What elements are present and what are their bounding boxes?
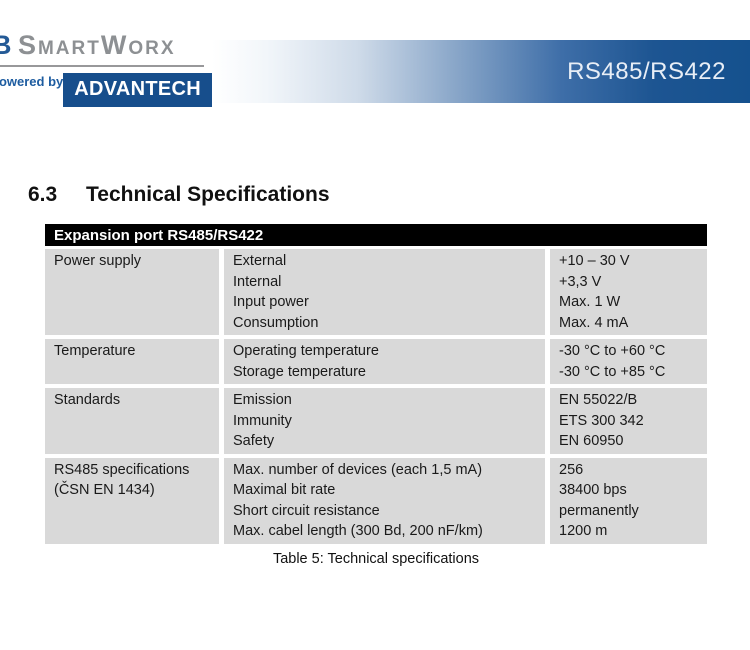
table-row: Power supply External Internal Input power C… bbox=[45, 249, 707, 335]
spec-params-cell: Max. number of devices (each 1,5 mA) Maxi… bbox=[224, 457, 545, 544]
cell-line: Consumption bbox=[233, 314, 319, 331]
cell-line: EN 55022/B bbox=[559, 392, 638, 408]
cell-line: Operating temperature bbox=[233, 343, 379, 359]
cell-line: (ČSN EN 1434) bbox=[54, 482, 155, 498]
table-row: RS485 specifications (ČSN EN 1434) Max. nu… bbox=[45, 457, 707, 544]
spec-category-cell: RS485 specifications (ČSN EN 1434) bbox=[45, 457, 219, 544]
header-banner: RS485/RS422 bbox=[212, 40, 750, 103]
table-caption: Table 5: Technical specifications bbox=[272, 550, 480, 567]
spec-values-cell: +10 – 30 V +3,3 V Max. 1 W Max. 4 mA bbox=[550, 249, 707, 335]
spec-table: Expansion port RS485/RS422 Power supply E… bbox=[45, 224, 707, 567]
cell-line: +10 – 30 V bbox=[559, 253, 630, 269]
section-heading: 6.3 Technical Specifications bbox=[28, 183, 330, 207]
spec-values-cell: 256 38400 bps permanently 1200 m bbox=[550, 457, 707, 544]
table-body: Power supply External Internal Input power C… bbox=[45, 249, 707, 544]
cell-line: Storage temperature bbox=[233, 363, 366, 380]
logo-smartworx-text: SmartWorx bbox=[17, 30, 176, 60]
bb-smartworx-logo: B SmartWorx powered by ADVANTECH bbox=[0, 30, 213, 107]
cell-line: Power supply bbox=[54, 253, 142, 269]
advantech-logo: ADVANTECH bbox=[63, 73, 213, 107]
spec-params-cell: Operating temperature Storage temperature bbox=[224, 339, 545, 384]
table-header: Expansion port RS485/RS422 bbox=[45, 224, 707, 246]
powered-by-label: powered by bbox=[0, 74, 64, 89]
logo-divider bbox=[0, 65, 204, 67]
spec-category-cell: Power supply bbox=[45, 249, 219, 335]
spec-category-cell: Standards bbox=[45, 388, 219, 454]
powered-by-row: powered by ADVANTECH bbox=[0, 73, 213, 107]
table-row: Standards Emission Immunity Safety EN 55022/… bbox=[45, 388, 707, 454]
cell-line: Temperature bbox=[54, 343, 136, 359]
cell-line: 256 bbox=[559, 461, 584, 478]
cell-line: Short circuit resistance bbox=[233, 502, 380, 519]
cell-line: permanently bbox=[559, 502, 639, 519]
cell-line: Max. 4 mA bbox=[559, 314, 629, 331]
cell-line: 38400 bps bbox=[559, 482, 627, 498]
cell-line: Maximal bit rate bbox=[233, 482, 336, 498]
cell-line: -30 °C to +85 °C bbox=[559, 363, 666, 380]
cell-line: RS485 specifications bbox=[54, 461, 190, 478]
cell-line: Standards bbox=[54, 392, 121, 408]
cell-line: Immunity bbox=[233, 412, 292, 429]
spec-values-cell: -30 °C to +60 °C -30 °C to +85 °C bbox=[550, 339, 707, 384]
brand-line: B SmartWorx bbox=[0, 30, 204, 62]
spec-category-cell: Temperature bbox=[45, 339, 219, 384]
cell-line: Internal bbox=[233, 273, 282, 290]
section-number: 6.3 bbox=[28, 183, 58, 206]
spec-values-cell: EN 55022/B ETS 300 342 EN 60950 bbox=[550, 388, 707, 454]
banner-title: RS485/RS422 bbox=[567, 57, 726, 85]
cell-line: External bbox=[233, 253, 287, 269]
table-row: Temperature Operating temperature Storage … bbox=[45, 339, 707, 384]
cell-line: ETS 300 342 bbox=[559, 412, 644, 429]
cell-line: Input power bbox=[233, 294, 309, 310]
section-title: Technical Specifications bbox=[86, 183, 330, 206]
spec-params-cell: Emission Immunity Safety bbox=[224, 388, 545, 454]
cell-line: -30 °C to +60 °C bbox=[559, 343, 666, 359]
cell-line: Max. cabel length (300 Bd, 200 nF/km) bbox=[233, 523, 483, 539]
logo-letter-b: B bbox=[0, 30, 12, 60]
cell-line: Safety bbox=[233, 433, 275, 449]
cell-line: 1200 m bbox=[559, 523, 608, 539]
cell-line: Max. number of devices (each 1,5 mA) bbox=[233, 461, 483, 478]
cell-line: Max. 1 W bbox=[559, 294, 621, 310]
cell-line: EN 60950 bbox=[559, 433, 624, 449]
spec-params-cell: External Internal Input power Consumption bbox=[224, 249, 545, 335]
cell-line: +3,3 V bbox=[559, 273, 602, 290]
cell-line: Emission bbox=[233, 392, 292, 408]
